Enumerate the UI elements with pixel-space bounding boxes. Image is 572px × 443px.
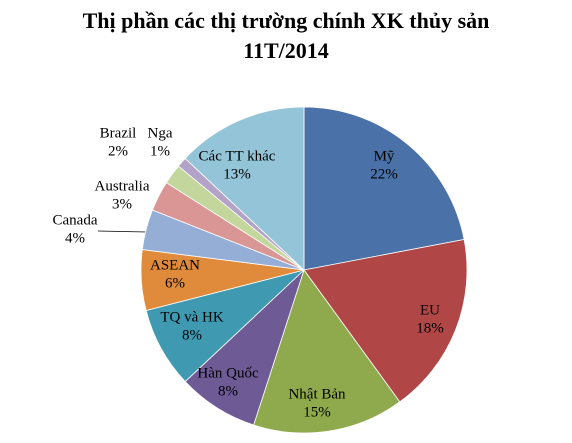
slice-label: ASEAN — [150, 257, 200, 273]
pie-slice — [184, 106, 305, 271]
value-label: 22% — [370, 166, 398, 182]
value-label: 8% — [218, 383, 238, 399]
value-label: 13% — [223, 166, 251, 182]
value-label: 18% — [416, 320, 444, 336]
slice-label: Australia — [95, 178, 150, 194]
slice-label: Brazil — [100, 125, 137, 141]
slice-label: Nhật Bản — [288, 386, 346, 402]
value-label: 15% — [303, 404, 331, 420]
slice-label: EU — [420, 302, 440, 318]
value-label: 6% — [165, 275, 185, 291]
pie-slice — [303, 106, 465, 271]
value-label: 1% — [150, 143, 170, 159]
slice-label: Canada — [53, 212, 98, 228]
slice-label: TQ và HK — [160, 309, 223, 325]
leader-line — [97, 230, 148, 233]
slice-label: Nga — [148, 125, 173, 141]
pie-slice — [253, 269, 401, 434]
slice-label: Mỹ — [374, 148, 395, 164]
pie-slice — [303, 238, 468, 403]
slice-label: Hàn Quốc — [197, 365, 259, 381]
value-label: 8% — [182, 327, 202, 343]
value-label: 3% — [112, 196, 132, 212]
value-label: 2% — [108, 143, 128, 159]
chart-title: Thị phần các thị trường chính XK thủy sả… — [82, 8, 490, 63]
slice-label: Các TT khác — [199, 148, 276, 164]
value-label: 4% — [65, 230, 85, 246]
